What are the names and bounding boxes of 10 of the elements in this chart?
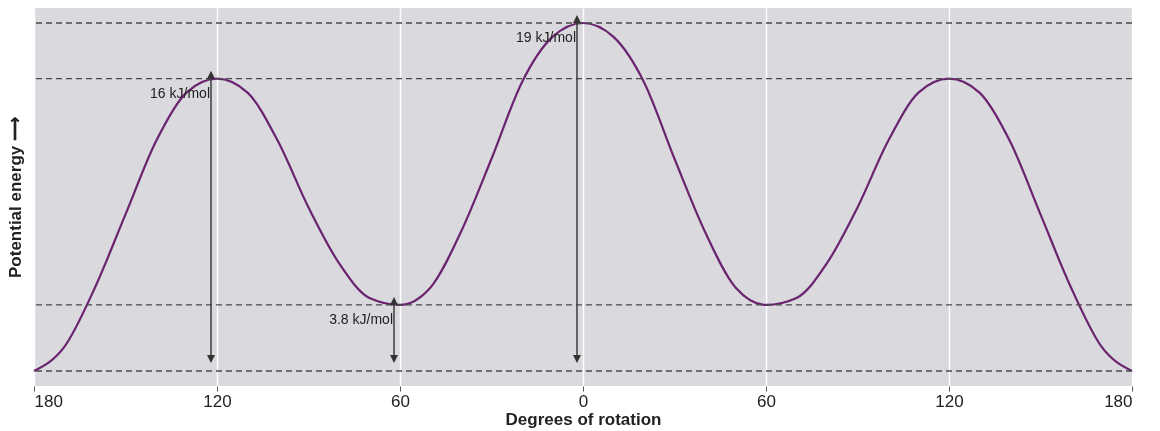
x-tick-label: 60 <box>757 391 776 411</box>
annotation: 3.8 kJ/mol <box>329 310 393 327</box>
x-tick-label: 120 <box>203 391 232 411</box>
x-tick-label: 120 <box>935 391 964 411</box>
x-tick-label: 180 <box>34 391 63 411</box>
x-tick-label: 60 <box>391 391 410 411</box>
x-axis-title: Degrees of rotation <box>505 409 662 429</box>
y-axis-title: Potential energy ⟶ <box>5 117 25 278</box>
x-tick-label: 0 <box>578 391 589 411</box>
x-tick-label: 180 <box>1104 391 1133 411</box>
